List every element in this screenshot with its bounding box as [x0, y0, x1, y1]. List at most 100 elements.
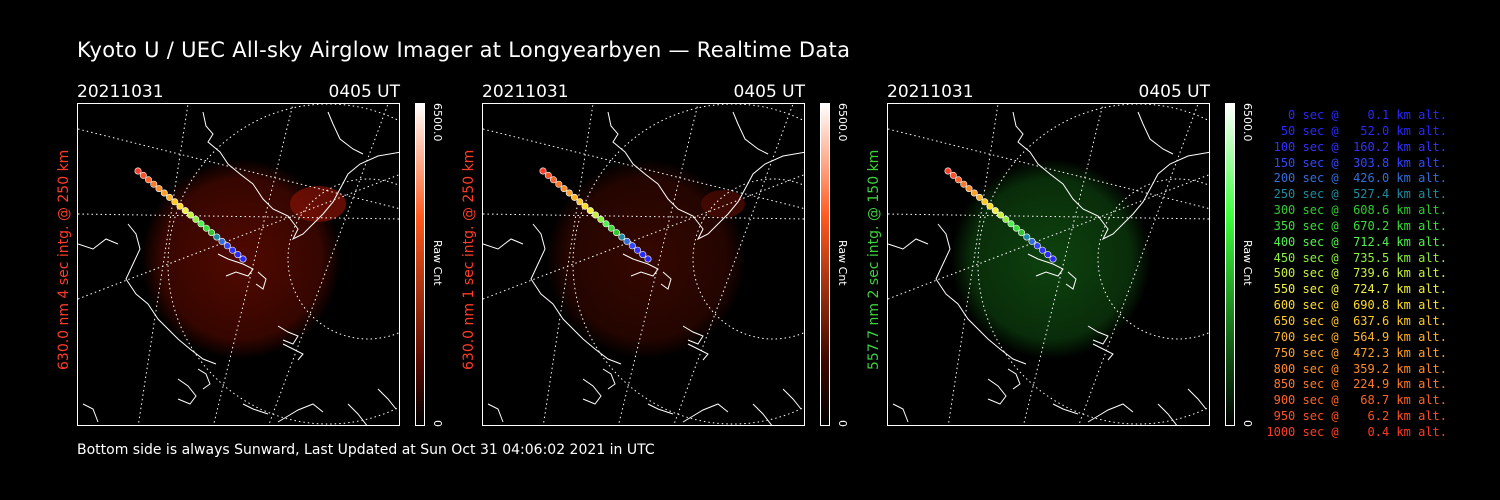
legend-row: 750 sec @ 472.3 km alt.: [1266, 345, 1447, 360]
coastline: [1092, 343, 1114, 361]
panel-3-colorbar: [1225, 103, 1235, 426]
track-point: [171, 198, 179, 206]
panel-2-colorbar-unit: Raw Cnt: [836, 240, 849, 286]
grid-line: [1022, 104, 1104, 425]
panel-1-time: 0405 UT: [328, 82, 401, 102]
track-point: [618, 233, 626, 241]
track-point: [986, 202, 994, 210]
coastline: [732, 111, 769, 155]
grid-line: [483, 128, 804, 210]
grid-line: [78, 128, 399, 210]
coastline: [217, 253, 254, 277]
coastline: [125, 223, 217, 365]
coastline: [327, 111, 364, 155]
panel-2-time: 0405 UT: [733, 82, 806, 102]
track-point: [145, 176, 153, 184]
panel-3-colorbar-min: 0: [1241, 420, 1254, 427]
coastline: [582, 378, 602, 405]
coastline: [602, 368, 616, 390]
track-point: [623, 237, 631, 245]
coastline: [1052, 403, 1079, 415]
track-point: [550, 176, 558, 184]
track-point: [166, 193, 174, 201]
track-point: [981, 198, 989, 206]
grid-line: [268, 104, 389, 425]
panel-1-date: 20211031: [77, 82, 164, 102]
track-point: [960, 180, 968, 188]
legend-row: 50 sec @ 52.0 km alt.: [1266, 123, 1447, 138]
grid-line: [617, 104, 699, 425]
track-point: [234, 251, 242, 259]
track-point: [991, 207, 999, 215]
panel-3-allsky-image: [887, 103, 1210, 426]
legend-row: 400 sec @ 712.4 km alt.: [1266, 234, 1447, 249]
grid-line: [78, 174, 399, 300]
coastline: [687, 343, 709, 361]
legend-row: 150 sec @ 303.8 km alt.: [1266, 155, 1447, 170]
track-point: [555, 180, 563, 188]
panel-1-colorbar-min: 0: [431, 420, 444, 427]
coastline: [892, 403, 909, 423]
track-point: [181, 207, 189, 215]
coastline: [277, 325, 299, 345]
track-point: [970, 189, 978, 197]
track-point: [208, 229, 216, 237]
track-point: [639, 251, 647, 259]
track-point: [634, 246, 642, 254]
track-point: [944, 167, 952, 175]
grid-line: [947, 104, 999, 425]
track-point: [1002, 215, 1010, 223]
track-point: [1044, 251, 1052, 259]
grid-line: [673, 104, 794, 425]
track-point: [202, 224, 210, 232]
legend-row: 350 sec @ 670.2 km alt.: [1266, 218, 1447, 233]
coastline: [78, 238, 119, 250]
coastline: [622, 253, 659, 277]
track-point: [213, 233, 221, 241]
panel-1-wavelength-label: 630.0 nm 4 sec intg. @ 250 km: [56, 149, 72, 370]
coastline: [255, 271, 267, 290]
coastline: [202, 111, 399, 241]
track-point: [160, 189, 168, 197]
coastline: [82, 403, 99, 423]
coastline: [1187, 388, 1207, 410]
coastline: [782, 388, 802, 410]
track-point: [1007, 220, 1015, 228]
coastline: [1012, 111, 1209, 241]
track-point: [1018, 229, 1026, 237]
panel-2-date: 20211031: [482, 82, 569, 102]
coastline: [1065, 271, 1077, 290]
page-title: Kyoto U / UEC All-sky Airglow Imager at …: [77, 38, 851, 62]
track-point: [628, 242, 636, 250]
coastline: [282, 343, 304, 361]
track-point: [218, 237, 226, 245]
panel-2-allsky-image: [482, 103, 805, 426]
coastline: [1087, 403, 1134, 423]
coastline: [277, 403, 324, 423]
coastline: [177, 378, 197, 405]
track-point: [239, 255, 247, 263]
coastline: [197, 368, 211, 390]
panel-3-colorbar-unit: Raw Cnt: [1241, 240, 1254, 286]
track-point: [1039, 246, 1047, 254]
coastline: [483, 238, 524, 250]
legend-row: 200 sec @ 426.0 km alt.: [1266, 171, 1447, 186]
grid-line: [483, 174, 804, 300]
track-point: [155, 185, 163, 193]
track-point: [544, 171, 552, 179]
grid-line: [1078, 104, 1199, 425]
panel-3-colorbar-max: 6500.0: [1241, 103, 1254, 142]
coastline: [487, 403, 504, 423]
coastline: [1157, 403, 1178, 425]
track-point: [565, 189, 573, 197]
legend-row: 100 sec @ 160.2 km alt.: [1266, 139, 1447, 154]
track-point: [644, 255, 652, 263]
track-point: [955, 176, 963, 184]
panel-1-colorbar-max: 6500.0: [431, 103, 444, 142]
track-point: [571, 193, 579, 201]
coastline: [1137, 111, 1174, 155]
panel-1-colorbar: [415, 103, 425, 426]
legend-row: 800 sec @ 359.2 km alt.: [1266, 361, 1447, 376]
altitude-legend: 0 sec @ 0.1 km alt. 50 sec @ 52.0 km alt…: [1262, 108, 1447, 441]
track-point: [539, 167, 547, 175]
